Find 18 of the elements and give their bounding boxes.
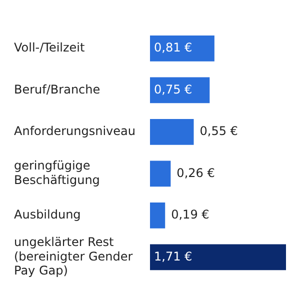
bar	[150, 77, 210, 104]
bar	[150, 118, 194, 145]
data-label: 0,55 €	[200, 124, 238, 138]
y-tick-label: Voll-/Teilzeit	[14, 40, 86, 55]
bar	[150, 160, 171, 187]
data-label: 1,71 €	[154, 249, 192, 264]
data-label: 0,26 €	[176, 166, 215, 180]
bar	[150, 202, 166, 228]
bar	[150, 244, 286, 270]
data-label: 0,75 €	[154, 82, 192, 96]
y-tick-label: geringfügige Beschäftigung	[14, 158, 100, 187]
y-tick-label: ungeklärter Rest (bereinigter Gender Pay Gap)	[14, 234, 133, 278]
y-tick-label: Ausbildung	[14, 208, 81, 222]
bar	[150, 36, 214, 62]
y-tick-label: Beruf/Branche	[14, 82, 100, 96]
data-label: 0,19 €	[171, 208, 210, 222]
data-label: 0,81 €	[154, 40, 192, 55]
y-tick-label: Anforderungsniveau	[14, 124, 136, 138]
